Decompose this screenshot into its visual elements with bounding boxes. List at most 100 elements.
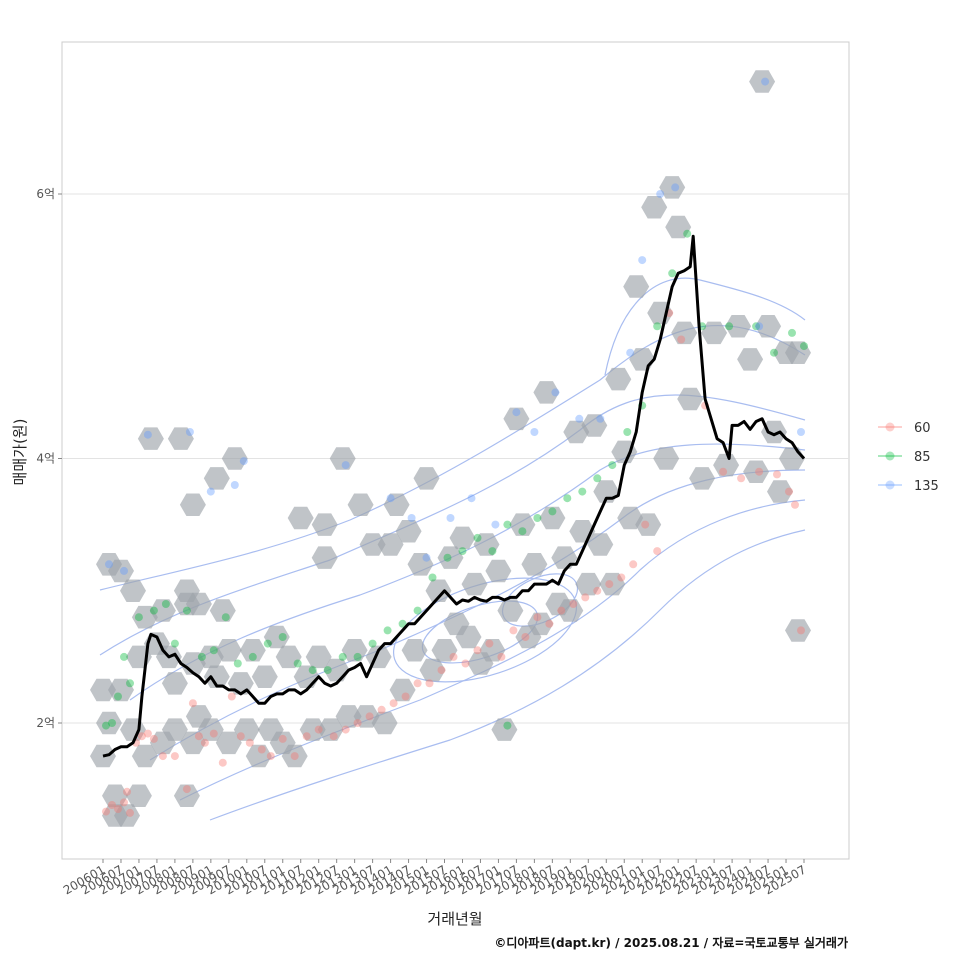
scatter-points [102,77,808,817]
hex-bin [671,321,698,345]
hex-bins [90,70,811,827]
point-135 [185,428,194,436]
point-60 [302,732,311,741]
hex-bin [90,678,116,702]
hex-bin [761,420,787,444]
point-60 [123,787,131,796]
hex-bin [359,533,386,556]
hex-bin [449,526,476,550]
point-60 [102,807,110,816]
point-60 [473,646,482,655]
point-135 [341,461,350,470]
point-60 [509,626,518,635]
hex-bin [599,572,626,596]
hex-bin [149,599,176,622]
point-85 [503,520,512,529]
hex-bin [557,599,584,622]
point-60 [227,692,236,701]
hex-bin [209,599,236,622]
point-135 [105,560,113,569]
point-60 [200,738,209,747]
point-85 [383,626,392,635]
hex-bin [239,639,266,662]
point-85 [800,342,808,351]
hex-bin [665,215,692,239]
point-85 [161,600,170,608]
point-60 [126,808,134,817]
point-85 [120,652,128,661]
point-85 [413,606,422,615]
hex-bin [203,467,230,490]
hex-bin [102,784,128,807]
legend-swatch-135 [885,480,895,490]
hex-bin [131,744,158,768]
hex-bin [503,407,530,431]
hex-bin [203,665,230,688]
hex-bin [108,559,134,583]
hex-bin [785,341,811,364]
hex-bin [743,460,770,483]
hex-bin [173,784,200,807]
point-60 [329,732,338,741]
point-85 [114,692,122,701]
point-85 [338,652,347,661]
hex-bin [755,315,782,338]
point-60 [341,725,350,734]
point-60 [785,487,793,496]
point-135 [626,348,635,357]
point-60 [377,705,386,714]
hex-bin [114,804,140,827]
point-60 [114,805,122,813]
hex-bin [473,533,500,556]
hex-bin [581,414,608,437]
legend-item-135: 135 [878,479,939,494]
point-85 [102,721,110,730]
hex-bin [539,506,566,530]
hex-bin [215,731,242,755]
point-60 [143,729,152,738]
hex-bin [509,513,536,536]
point-85 [563,494,572,503]
caption: ©디아파트(dapt.kr) / 2025.08.21 / 자료=국토교통부 실… [494,935,848,950]
y-tick-label: 4억 [36,452,55,466]
point-85 [368,639,377,648]
point-60 [617,573,626,582]
point-60 [120,798,128,807]
hex-bin [335,705,362,728]
point-60 [437,666,446,675]
hex-bin [575,572,602,596]
hex-bin [125,784,152,807]
point-85 [770,348,778,357]
hex-bin [197,718,224,741]
point-85 [683,229,692,238]
legend-label-85: 85 [914,450,931,465]
hex-bin [725,315,752,338]
point-60 [533,613,542,622]
hex-bin [419,658,446,682]
point-60 [188,699,197,708]
hex-bin [413,467,440,490]
hex-bin [431,639,458,662]
hex-bin [137,427,164,450]
hex-bin [329,447,356,470]
hex-bin [401,639,428,662]
point-60 [719,467,728,476]
point-135 [761,77,770,86]
point-135 [143,430,152,439]
legend-swatch-60 [885,422,895,432]
hex-bin [491,718,518,741]
point-85 [752,322,761,331]
point-85 [170,639,179,648]
point-85 [668,269,677,278]
point-85 [182,606,191,615]
point-60 [257,745,266,754]
y-axis-title: 매매가(원) [11,419,29,486]
hex-bin [749,70,776,93]
point-60 [108,801,116,809]
point-60 [209,729,218,738]
hex-bin [659,176,686,199]
point-60 [314,725,323,734]
point-85 [488,547,497,556]
hex-bin [455,625,482,649]
